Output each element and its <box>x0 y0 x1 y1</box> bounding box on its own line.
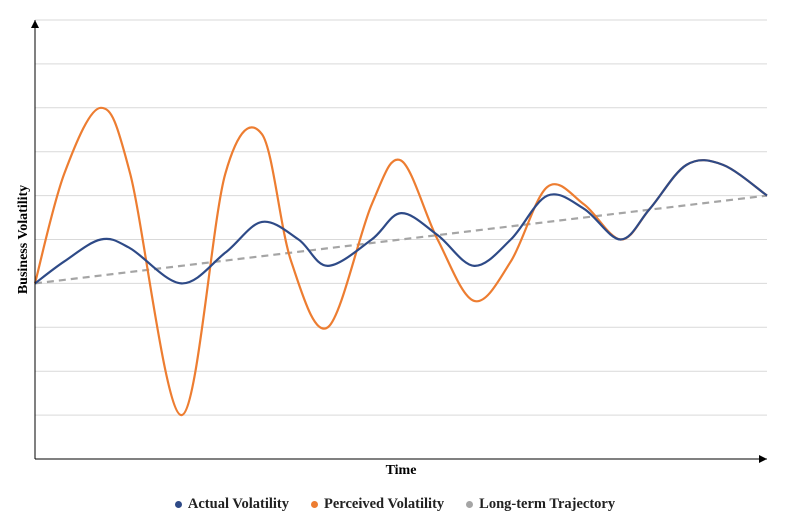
gridlines <box>35 19 767 416</box>
legend: Actual Volatility Perceived Volatility L… <box>0 496 790 513</box>
x-axis-title: Time <box>386 463 417 478</box>
legend-marker-icon <box>466 501 474 508</box>
series-line-perceived <box>33 106 768 417</box>
x-axis-arrow <box>759 455 767 463</box>
legend-label: Perceived Volatility <box>324 496 445 512</box>
legend-marker-icon <box>174 501 182 508</box>
legend-item-trajectory[interactable]: Long-term Trajectory <box>466 496 615 513</box>
legend-label: Actual Volatility <box>187 496 289 512</box>
legend-item-perceived[interactable]: Perceived Volatility <box>311 496 444 513</box>
legend-item-actual[interactable]: Actual Volatility <box>174 496 289 513</box>
y-axis-title: Business Volatility <box>16 185 31 294</box>
y-axis-arrow <box>31 20 39 28</box>
chart-area: Time Business Volatility <box>16 19 768 478</box>
series-line-actual <box>34 159 768 285</box>
legend-label: Long-term Trajectory <box>479 496 616 512</box>
legend-marker-icon <box>311 501 318 508</box>
series-lines <box>33 106 768 417</box>
